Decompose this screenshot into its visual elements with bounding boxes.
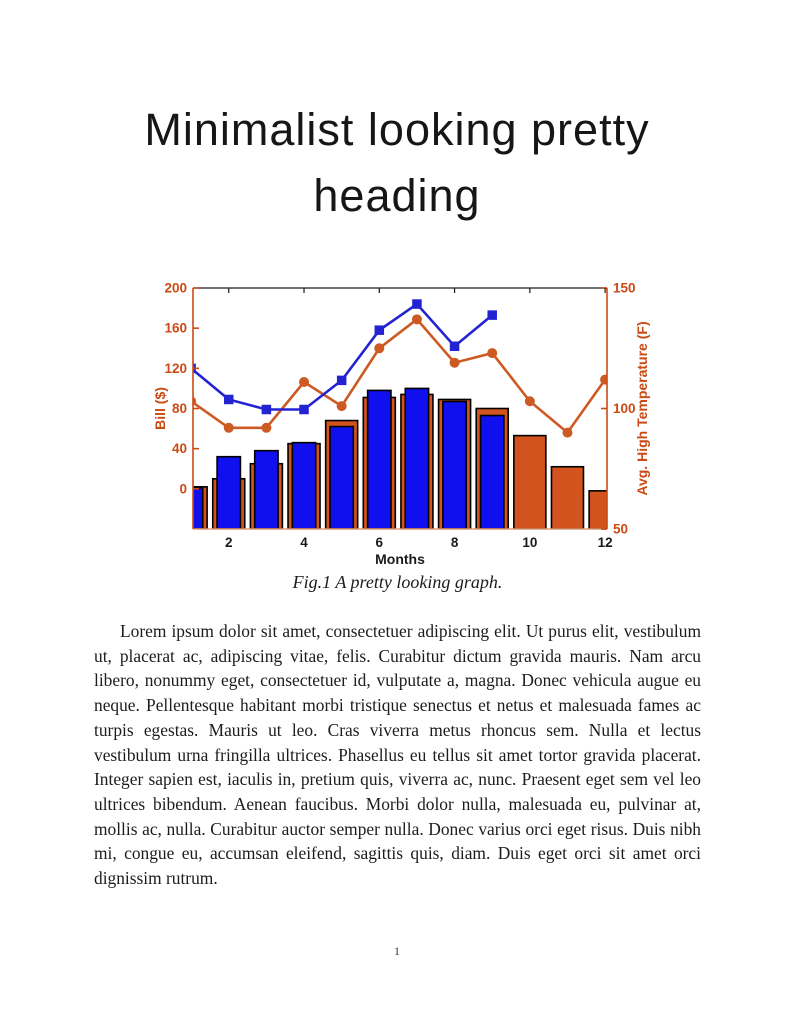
bar: [550, 465, 585, 529]
x-tick-label: 8: [451, 535, 459, 550]
bar: [404, 387, 430, 529]
circle-marker: [193, 396, 197, 406]
x-tick-label: 10: [522, 535, 537, 550]
blue-line-path: [193, 302, 494, 411]
bar: [193, 487, 204, 529]
orange-line: [193, 314, 607, 438]
bar: [216, 455, 242, 529]
left-tick-label: 160: [164, 321, 187, 336]
circle-marker: [600, 374, 607, 385]
page-title-line-2: heading: [313, 170, 481, 221]
bar: [513, 434, 547, 529]
page-title: Minimalist looking pretty heading: [0, 97, 794, 229]
square-marker: [299, 404, 309, 415]
orange-line-path: [193, 317, 607, 435]
circle-marker: [374, 343, 385, 354]
right-tick-label: 150: [613, 281, 636, 296]
square-marker: [487, 310, 497, 320]
left-tick-label: 40: [172, 441, 187, 456]
left-axis-label: Bill ($): [155, 387, 168, 430]
left-tick-label: 0: [179, 481, 187, 496]
square-marker: [261, 404, 272, 415]
x-tick-label: 12: [598, 535, 613, 550]
bar: [291, 441, 317, 529]
x-axis-label: Months: [375, 551, 425, 567]
body-paragraph: Lorem ipsum dolor sit amet, consectetuer…: [94, 621, 701, 889]
left-tick-label: 200: [164, 281, 187, 296]
right-tick-label: 50: [613, 522, 628, 537]
square-marker: [336, 375, 347, 386]
circle-marker: [487, 348, 498, 359]
circle-marker: [299, 376, 310, 387]
page-title-line-1: Minimalist looking pretty: [144, 104, 650, 155]
page-number: 1: [394, 944, 400, 958]
circle-marker: [562, 427, 573, 438]
bar: [329, 425, 355, 529]
square-marker: [374, 325, 385, 335]
bar: [366, 389, 392, 529]
circle-marker: [524, 396, 535, 407]
right-tick-label: 100: [613, 401, 636, 416]
x-tick-label: 4: [300, 535, 308, 550]
bar: [442, 400, 468, 529]
circle-marker: [449, 357, 460, 368]
bar: [479, 414, 505, 529]
x-tick-label: 6: [376, 535, 384, 550]
circle-marker: [411, 314, 422, 325]
circle-marker: [261, 422, 272, 433]
orange-bars: [193, 393, 607, 529]
figure: 0 40 80 120 160 200 50 100 150 2 4 6 8 10 12 Bill ($) Av…: [152, 281, 660, 573]
right-axis-label: Avg. High Temperature (F): [634, 321, 650, 495]
left-tick-label: 120: [164, 361, 187, 376]
figure-caption: Fig.1 A pretty looking graph.: [292, 572, 503, 592]
square-marker: [412, 299, 422, 309]
x-tick-label: 2: [225, 535, 233, 550]
chart: 0 40 80 120 160 200 50 100 150 2 4 6 8 10 12 Bill ($) Av…: [152, 281, 650, 568]
left-tick-label: 80: [172, 401, 187, 416]
circle-marker: [336, 401, 347, 412]
square-marker: [224, 394, 234, 405]
square-marker: [449, 341, 460, 351]
plot-area: [193, 299, 607, 529]
blue-bars: [193, 387, 505, 529]
circle-marker: [223, 422, 234, 433]
bar: [253, 449, 279, 529]
